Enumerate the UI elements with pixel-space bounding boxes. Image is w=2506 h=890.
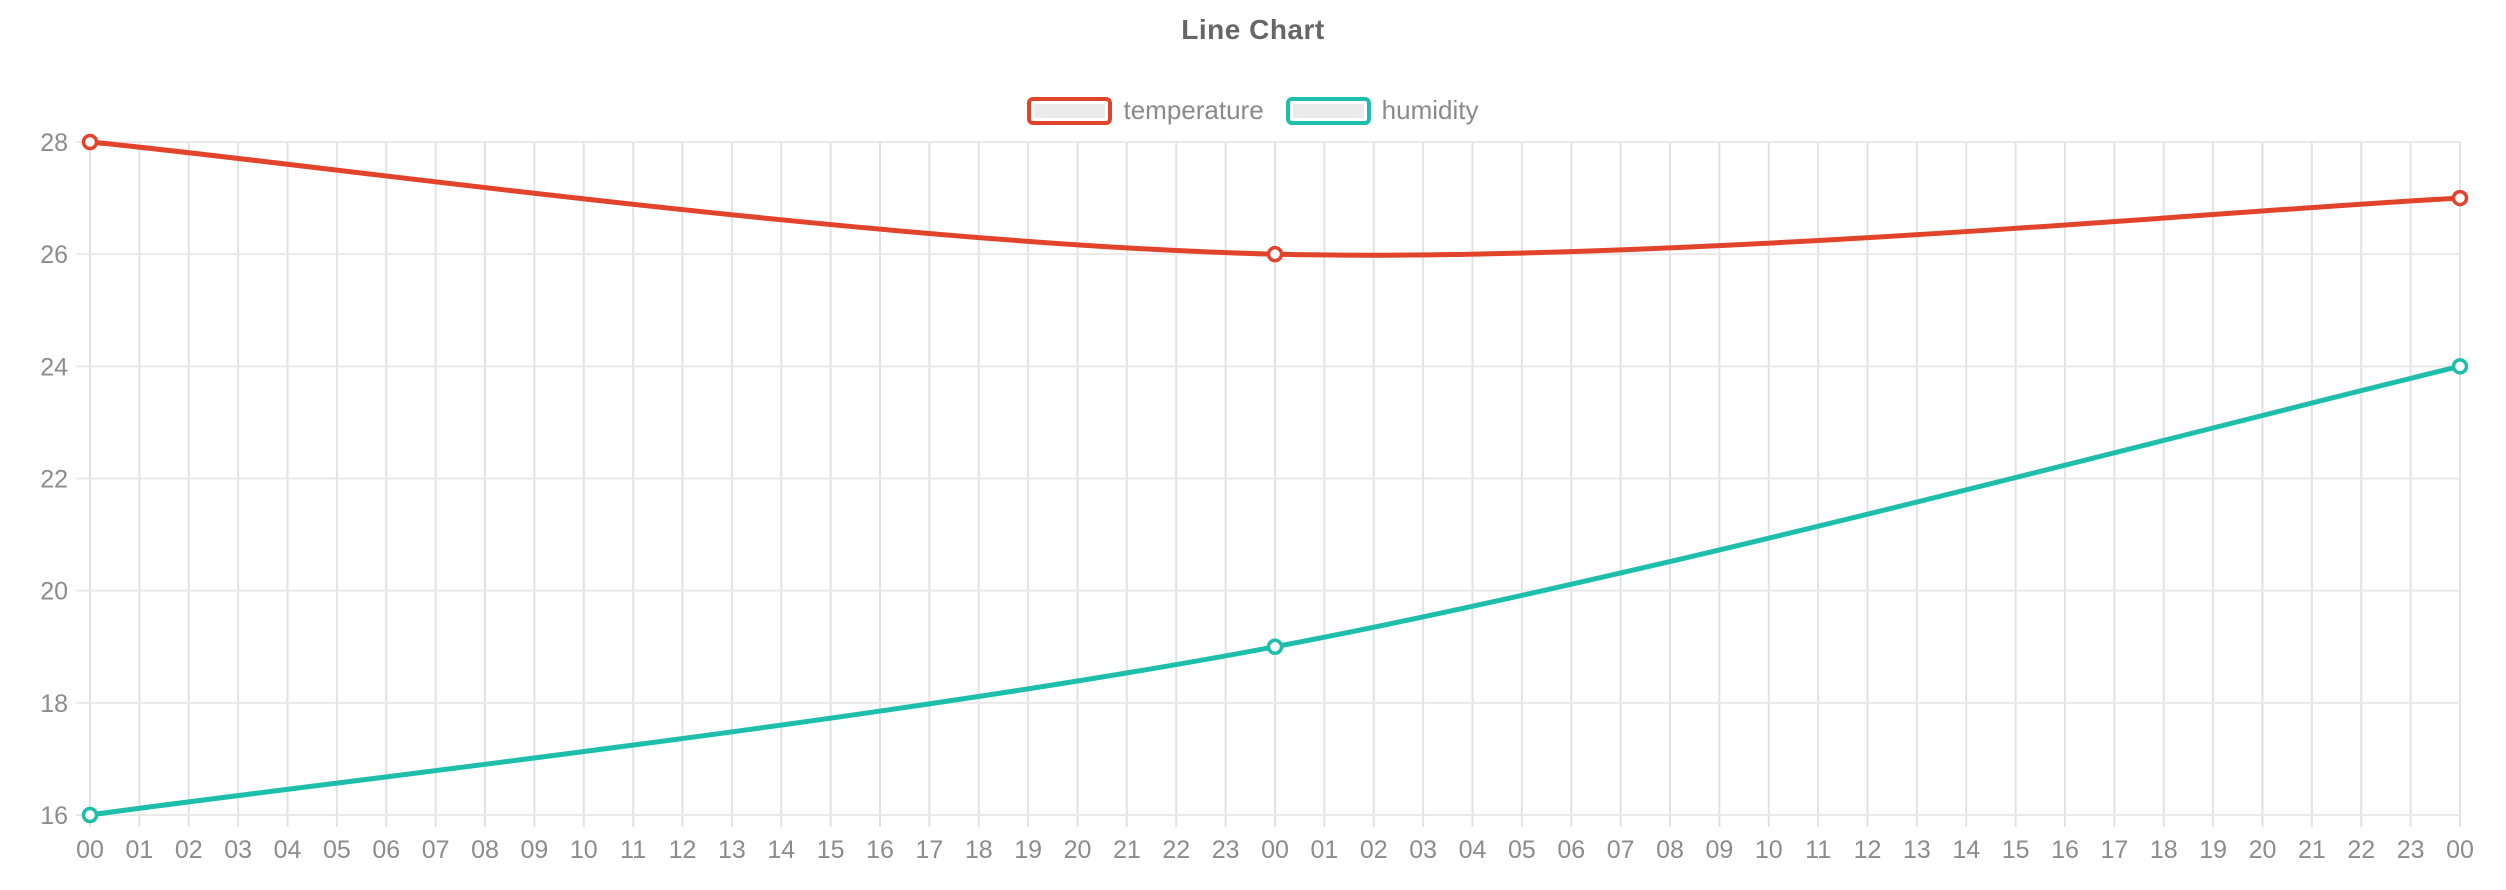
x-axis-tick-label: 10: [570, 836, 598, 864]
y-axis-tick-label: 16: [40, 802, 68, 830]
x-axis-tick-label: 12: [1854, 836, 1882, 864]
x-axis-tick-label: 03: [224, 836, 252, 864]
x-axis-tick-label: 22: [2347, 836, 2375, 864]
x-axis-tick-label: 12: [669, 836, 697, 864]
x-axis-tick-label: 06: [372, 836, 400, 864]
x-axis-tick-label: 19: [1014, 836, 1042, 864]
x-axis-tick-label: 06: [1557, 836, 1585, 864]
chart-header: Line Chart temperature humidity: [0, 0, 2506, 126]
x-axis-tick-label: 05: [323, 836, 351, 864]
x-axis-tick-label: 11: [620, 836, 646, 864]
x-axis-tick-label: 04: [1459, 836, 1487, 864]
y-axis-tick-label: 20: [40, 578, 68, 606]
x-axis-tick-label: 15: [817, 836, 845, 864]
x-axis-tick-label: 20: [1064, 836, 1092, 864]
legend-swatch-temperature: [1027, 96, 1113, 125]
chart-title: Line Chart: [1181, 14, 1325, 45]
x-axis-tick-label: 23: [1212, 836, 1240, 864]
x-axis-tick-label: 13: [718, 836, 746, 864]
x-axis-tick-label: 02: [175, 836, 203, 864]
x-axis-tick-label: 00: [2446, 836, 2474, 864]
x-axis-tick-label: 08: [471, 836, 499, 864]
x-axis-tick-label: 21: [2298, 836, 2326, 864]
series-temperature: [81, 133, 2469, 263]
x-axis-tick-label: 19: [2199, 836, 2227, 864]
series-humidity: [81, 358, 2469, 824]
legend-label: temperature: [1123, 95, 1264, 125]
x-axis-tick-label: 03: [1409, 836, 1437, 864]
x-axis-tick-label: 00: [1261, 836, 1289, 864]
x-axis-tick-label: 04: [274, 836, 302, 864]
x-axis-tick-label: 18: [965, 836, 993, 864]
grid: [76, 141, 2461, 827]
x-axis-tick-label: 09: [520, 836, 548, 864]
x-axis-tick-label: 14: [1952, 836, 1980, 864]
x-axis-labels: 00 01 02 03 04 05 06 07 08 09 10 11 12 13 14 15 16 17 18 19…: [76, 836, 2474, 864]
legend-swatch-humidity: [1285, 96, 1371, 125]
x-axis-tick-label: 00: [76, 836, 104, 864]
data-point-humidity[interactable]: [2451, 358, 2469, 375]
y-axis-tick-label: 24: [40, 353, 68, 381]
legend-item-humidity[interactable]: humidity: [1285, 95, 1479, 126]
data-point-temperature[interactable]: [1266, 245, 1284, 263]
x-axis-tick-label: 20: [2249, 836, 2277, 864]
data-point-temperature[interactable]: [2451, 189, 2469, 207]
x-axis-tick-label: 17: [915, 836, 943, 864]
x-axis-tick-label: 17: [2100, 836, 2128, 864]
x-axis-tick-label: 05: [1508, 836, 1536, 864]
x-axis-tick-label: 01: [125, 836, 153, 864]
x-axis-tick-label: 07: [422, 836, 450, 864]
x-axis-tick-label: 15: [2002, 836, 2030, 864]
x-axis-tick-label: 16: [2051, 836, 2079, 864]
x-axis-tick-label: 16: [866, 836, 894, 864]
legend: temperature humidity: [1027, 95, 1479, 126]
y-axis-tick-label: 26: [40, 241, 68, 269]
y-axis-tick-label: 22: [40, 466, 68, 494]
data-point-humidity[interactable]: [1266, 638, 1284, 655]
x-axis-tick-label: 11: [1805, 836, 1831, 864]
legend-label: humidity: [1381, 95, 1479, 125]
x-axis-tick-label: 14: [767, 836, 795, 864]
x-axis-tick-label: 08: [1656, 836, 1684, 864]
data-point-temperature[interactable]: [81, 133, 99, 151]
y-axis-tick-label: 28: [40, 129, 68, 157]
x-axis-tick-label: 10: [1755, 836, 1783, 864]
x-axis-tick-label: 22: [1162, 836, 1190, 864]
x-axis-tick-label: 09: [1705, 836, 1733, 864]
y-axis-tick-label: 18: [40, 690, 68, 718]
x-axis-tick-label: 13: [1903, 836, 1931, 864]
legend-item-temperature[interactable]: temperature: [1027, 95, 1264, 126]
x-axis-tick-label: 07: [1607, 836, 1635, 864]
x-axis-tick-label: 23: [2397, 836, 2425, 864]
x-axis-tick-label: 02: [1360, 836, 1388, 864]
y-axis-labels: 16 18 20 22 24 26 28: [40, 129, 68, 830]
x-axis-tick-label: 18: [2150, 836, 2178, 864]
x-axis-tick-label: 21: [1113, 836, 1141, 864]
data-point-humidity[interactable]: [81, 806, 99, 824]
x-axis-tick-label: 01: [1310, 836, 1338, 864]
